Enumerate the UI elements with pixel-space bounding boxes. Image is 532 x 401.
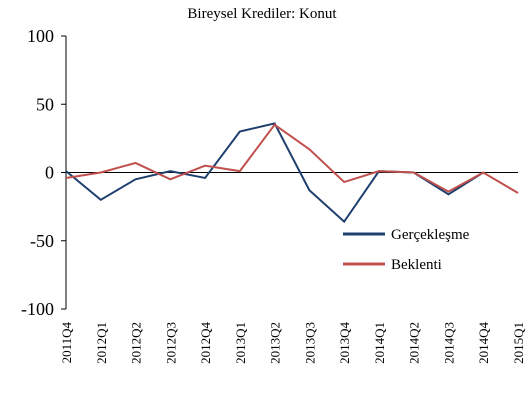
x-tick-label: 2014Q4 bbox=[476, 322, 491, 364]
y-tick-label: 100 bbox=[27, 26, 54, 46]
series-line bbox=[65, 123, 519, 194]
legend-label: Beklenti bbox=[391, 257, 442, 273]
x-tick-label: 2015Q1 bbox=[511, 322, 526, 364]
x-tick-label: 2013Q1 bbox=[233, 322, 248, 364]
x-tick-label: 2012Q3 bbox=[163, 322, 178, 364]
x-tick-label: 2012Q4 bbox=[198, 322, 213, 364]
x-tick-label: 2013Q2 bbox=[268, 322, 283, 364]
x-tick-label: 2012Q2 bbox=[129, 322, 144, 364]
y-tick-label: -100 bbox=[21, 299, 54, 319]
x-tick-label: 2013Q4 bbox=[337, 322, 352, 364]
y-tick-label: 50 bbox=[36, 94, 54, 114]
x-tick-label: 2013Q3 bbox=[302, 322, 317, 364]
x-tick-label: 2014Q3 bbox=[441, 322, 456, 364]
y-tick-label: 0 bbox=[45, 163, 54, 183]
chart-title: Bireysel Krediler: Konut bbox=[187, 6, 337, 22]
x-tick-label: 2011Q4 bbox=[59, 322, 74, 364]
x-tick-label: 2014Q1 bbox=[372, 322, 387, 364]
legend-label: Gerçekleşme bbox=[391, 227, 470, 243]
y-tick-label: -50 bbox=[30, 231, 54, 251]
x-tick-label: 2012Q1 bbox=[94, 322, 109, 364]
x-tick-label: 2014Q2 bbox=[407, 322, 422, 364]
